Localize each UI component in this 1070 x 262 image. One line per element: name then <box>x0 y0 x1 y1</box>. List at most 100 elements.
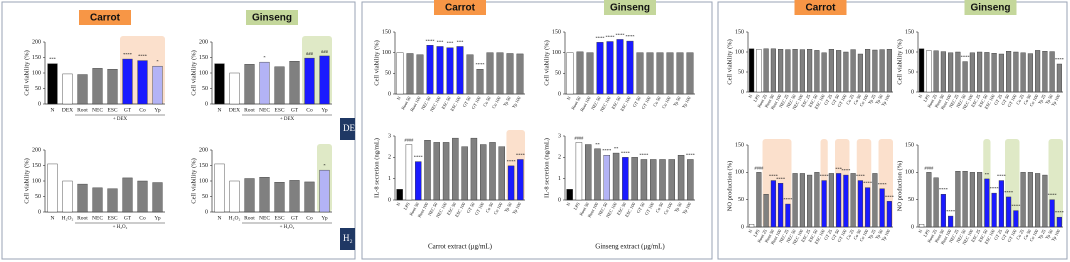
bar <box>576 51 584 95</box>
bar <box>948 215 954 228</box>
x-tick-label: GT 50 <box>462 95 472 108</box>
x-tick-label: GT 50 <box>1000 228 1010 241</box>
significance-label: ### <box>321 49 329 54</box>
bar <box>466 54 474 95</box>
bar <box>47 163 58 213</box>
y-tick-label: 0 <box>911 224 914 230</box>
x-tick-label: GT 100 <box>471 95 483 110</box>
x-tick-label: Yp 50 <box>874 228 884 240</box>
x-tick-label: ESC 50 <box>610 95 622 110</box>
y-tick-label: 100 <box>735 170 744 176</box>
x-tick-label: DEX <box>229 107 240 113</box>
x-tick-label: H₂O₂ <box>229 215 241 221</box>
title-badge <box>964 0 1017 15</box>
x-tick-label: Yp <box>154 107 160 113</box>
bar <box>584 144 592 201</box>
bar <box>857 53 863 93</box>
x-tick-label: Root <box>77 215 88 221</box>
y-axis-label: Cell viability (%) <box>373 40 380 86</box>
bar <box>984 178 990 228</box>
bar <box>406 53 414 95</box>
x-tick-label: ESC <box>274 215 284 221</box>
x-tick-label: Yp 50 <box>673 201 683 213</box>
x-tick-label: GT 100 <box>1006 93 1018 108</box>
chart-title: Carrot <box>445 3 476 14</box>
x-tick-label: Root <box>244 215 255 221</box>
bar <box>828 173 834 228</box>
title-badge <box>246 10 298 25</box>
y-tick-label: 200 <box>32 147 41 153</box>
bar <box>214 63 225 105</box>
bar <box>612 152 620 201</box>
x-tick-label: ESC 50 <box>807 228 819 243</box>
bar <box>304 57 315 105</box>
bar <box>977 172 983 228</box>
significance-label: **** <box>476 62 486 67</box>
x-tick-label: Co 50 <box>484 201 494 214</box>
y-tick-label: 200 <box>199 147 208 153</box>
bar <box>948 52 954 93</box>
y-tick-label: 150 <box>32 55 41 61</box>
x-tick-label: ESC 25 <box>800 93 812 108</box>
y-tick-label: 50 <box>202 194 208 200</box>
x-tick-label: Yp 50 <box>874 93 884 105</box>
y-tick-label: 2 <box>558 155 561 161</box>
x-tick-label: Yp 100 <box>1050 228 1061 242</box>
x-tick-label: LPS <box>752 228 760 238</box>
x-tick-label: Root 25 <box>926 228 938 244</box>
y-tick-label: 50 <box>555 71 561 77</box>
bar <box>214 163 225 213</box>
bar <box>991 192 997 228</box>
bar <box>259 177 270 213</box>
chart-title: Carrot <box>90 13 121 24</box>
x-tick-label: N <box>395 201 401 207</box>
bar <box>919 48 925 93</box>
title-badge <box>79 10 131 25</box>
bar <box>807 174 813 228</box>
y-tick-label: 50 <box>202 86 208 92</box>
x-tick-label: Co 100 <box>661 95 672 110</box>
bar <box>244 178 255 213</box>
y-tick-label: 150 <box>905 142 914 148</box>
x-tick-label: Co 25 <box>1015 228 1025 241</box>
y-tick-label: 150 <box>199 163 208 169</box>
x-tick-label: N <box>565 201 571 207</box>
significance-label: #### <box>574 135 584 140</box>
x-tick-label: ESC <box>274 107 284 113</box>
bar <box>62 180 73 213</box>
bar <box>517 159 524 201</box>
significance-label: **** <box>426 38 436 43</box>
x-tick-label: Yp 25 <box>1037 228 1047 240</box>
significance-label: **** <box>769 174 779 179</box>
x-tick-label: Root <box>244 107 255 113</box>
y-tick-label: 50 <box>908 197 914 203</box>
y-tick-label: 3 <box>388 133 391 139</box>
bar <box>507 165 515 201</box>
bar <box>955 171 961 228</box>
bar <box>631 157 638 201</box>
y-axis-label: Cell viability (%) <box>896 39 903 85</box>
x-tick-label: GT 100 <box>836 228 848 243</box>
x-tick-label: GT 100 <box>474 201 486 216</box>
bar <box>1013 210 1019 228</box>
y-tick-label: 0 <box>205 209 208 215</box>
bar <box>799 173 805 228</box>
bar <box>479 144 487 201</box>
x-tick-label: Yp <box>154 215 160 221</box>
significance-label: **** <box>516 152 526 157</box>
x-tick-label: N <box>917 228 923 234</box>
significance-label: *** <box>49 57 57 62</box>
y-tick-label: 100 <box>382 50 391 56</box>
significance-label: **** <box>990 186 1000 191</box>
significance-label: **** <box>507 159 517 164</box>
y-tick-label: 50 <box>35 194 41 200</box>
bar <box>886 49 892 93</box>
bar <box>304 181 315 213</box>
bar <box>998 53 1004 93</box>
bar <box>1049 51 1055 93</box>
x-tick-label: LPS <box>922 93 930 103</box>
title-badge <box>794 0 847 15</box>
y-axis-label: Cell viability (%) <box>726 39 733 85</box>
bar <box>933 50 939 93</box>
bar <box>850 173 856 228</box>
